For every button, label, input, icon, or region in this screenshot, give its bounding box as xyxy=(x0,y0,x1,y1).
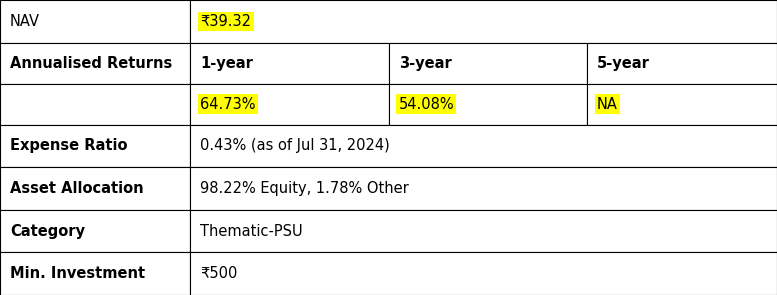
Bar xyxy=(190,124,777,167)
Bar xyxy=(190,253,777,295)
Bar xyxy=(0,253,190,295)
Bar xyxy=(0,42,190,83)
Bar xyxy=(587,42,777,83)
Bar xyxy=(190,0,777,42)
Text: Category: Category xyxy=(10,224,85,239)
Bar xyxy=(190,42,388,83)
Text: Thematic-PSU: Thematic-PSU xyxy=(200,224,303,239)
Bar xyxy=(190,83,388,124)
Text: 0.43% (as of Jul 31, 2024): 0.43% (as of Jul 31, 2024) xyxy=(200,138,390,153)
Text: 54.08%: 54.08% xyxy=(399,97,455,112)
Bar xyxy=(190,210,777,253)
Text: Annualised Returns: Annualised Returns xyxy=(10,55,172,71)
Bar xyxy=(0,210,190,253)
Bar xyxy=(0,124,190,167)
Bar xyxy=(190,167,777,210)
Text: NA: NA xyxy=(597,97,618,112)
Text: Min. Investment: Min. Investment xyxy=(10,266,145,281)
Text: ₹39.32: ₹39.32 xyxy=(200,14,252,29)
Bar xyxy=(587,83,777,124)
Bar xyxy=(0,167,190,210)
Text: Expense Ratio: Expense Ratio xyxy=(10,138,127,153)
Bar xyxy=(388,42,587,83)
Text: Asset Allocation: Asset Allocation xyxy=(10,181,144,196)
Text: 98.22% Equity, 1.78% Other: 98.22% Equity, 1.78% Other xyxy=(200,181,409,196)
Bar xyxy=(0,0,190,42)
Text: NAV: NAV xyxy=(10,14,40,29)
Text: 5-year: 5-year xyxy=(597,55,650,71)
Text: 3-year: 3-year xyxy=(399,55,451,71)
Text: ₹500: ₹500 xyxy=(200,266,238,281)
Bar xyxy=(388,83,587,124)
Text: 1-year: 1-year xyxy=(200,55,253,71)
Bar xyxy=(0,83,190,124)
Text: 64.73%: 64.73% xyxy=(200,97,256,112)
